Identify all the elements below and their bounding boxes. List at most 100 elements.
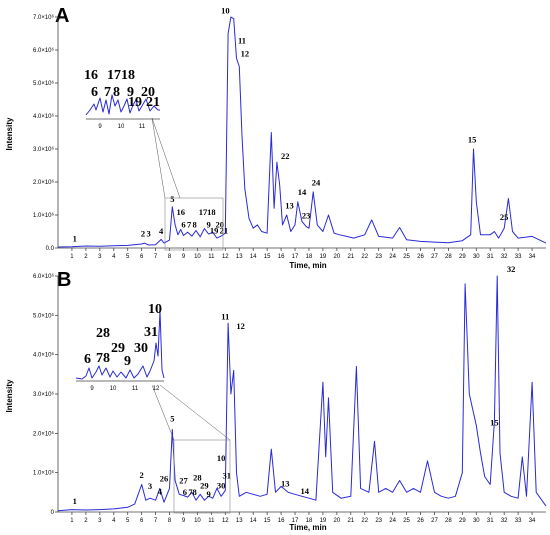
x-tick-label: 29 (459, 518, 466, 524)
zoom-connector-b (151, 384, 175, 441)
chromatogram-panel-b: B Intensity Time, min 0 1.0×10⁶ 2.0×10⁶ 3.0… (5, 264, 547, 532)
peak-label: 3 (148, 481, 152, 491)
peak-label: 8 (193, 487, 197, 497)
x-tick-label: 14 (250, 518, 257, 524)
zoom-connector-b (159, 384, 231, 441)
x-tick-label: 18 (306, 518, 313, 524)
peak-label: 11 (221, 311, 229, 321)
y-tick-label: 3.0×10⁶ (33, 146, 55, 153)
x-tick-label: 9 (182, 518, 186, 524)
peak-label: 16 (176, 207, 185, 217)
peak-label: 6 (183, 487, 187, 497)
peak-label: 22 (281, 151, 290, 161)
x-tick-label: 28 (445, 254, 452, 260)
x-tick-label: 5 (126, 254, 130, 260)
x-tick-label: 27 (431, 254, 438, 260)
peak-label: 8 (193, 220, 197, 230)
x-tick-label: 3 (98, 254, 102, 260)
y-tick-label: 4.0×10⁶ (33, 113, 55, 120)
x-tick-label: 34 (529, 254, 536, 260)
x-tick-label: 34 (529, 518, 536, 524)
inset-peak-label: 29 (111, 341, 125, 356)
y-tick-label: 6.0×10⁶ (33, 273, 55, 280)
trace-b (57, 275, 547, 512)
peak-label: 2 (140, 470, 144, 480)
y-tick-label: 1.0×10⁶ (33, 212, 55, 219)
inset-tick-label: 11 (139, 124, 146, 130)
peak-label: 5 (170, 414, 174, 424)
peak-label: 20 (215, 220, 224, 230)
y-tick-label: 4.0×10⁶ (33, 352, 55, 359)
inset-peak-label: 20 (141, 85, 155, 100)
x-tick-label: 2 (84, 254, 88, 260)
inset-tick-label: 12 (153, 386, 160, 392)
x-tick-label: 13 (236, 254, 243, 260)
peak-label: 29 (200, 480, 209, 490)
inset-peak-label: 30 (134, 341, 148, 356)
peak-label: 11 (238, 35, 246, 45)
peak-label: 14 (301, 486, 310, 496)
peak-label: 28 (193, 473, 202, 483)
x-tick-label: 33 (515, 518, 522, 524)
x-tick-label: 26 (417, 518, 424, 524)
x-tick-label: 3 (98, 518, 102, 524)
x-tick-label: 7 (154, 254, 158, 260)
x-tick-label: 21 (347, 518, 354, 524)
x-tick-label: 29 (459, 254, 466, 260)
y-tick-label: 2.0×10⁶ (33, 430, 55, 437)
x-tick-label: 20 (334, 518, 341, 524)
y-axis-title-a: Intensity (5, 117, 14, 150)
x-tick-label: 30 (473, 254, 480, 260)
x-tick-label: 31 (487, 518, 494, 524)
x-tick-label: 12 (222, 254, 229, 260)
peak-label: 13 (285, 200, 294, 210)
x-tick-label: 28 (445, 518, 452, 524)
peak-label: 4 (159, 226, 164, 236)
inset-peak-label: 6 (91, 85, 98, 100)
peak-label: 15 (490, 417, 499, 427)
zoom-box-b (173, 439, 231, 514)
inset-peak-label: 7 (96, 351, 103, 366)
y-tick-label: 5.0×10⁶ (33, 80, 55, 87)
trace-a (57, 16, 547, 248)
x-tick-label: 20 (334, 254, 341, 260)
inset-peak-label: 21 (146, 95, 160, 110)
zoom-connector-a (151, 117, 166, 199)
peak-label: 7 (188, 487, 193, 497)
x-tick-label: 8 (168, 518, 172, 524)
x-tick-label: 19 (320, 254, 327, 260)
x-tick-label: 22 (361, 254, 368, 260)
y-tick-label: 1.0×10⁶ (33, 470, 55, 477)
inset-peak-label: 16 (84, 68, 98, 83)
peak-label: 9 (206, 220, 210, 230)
peak-label: 7 (187, 220, 192, 230)
y-tick-label: 5.0×10⁶ (33, 312, 55, 319)
x-tick-label: 6 (140, 518, 144, 524)
peak-label: 9 (206, 489, 210, 499)
x-tick-label: 19 (320, 518, 327, 524)
y-tick-label: 7.0×10⁶ (33, 14, 55, 21)
inset-peak-label: 7 (104, 85, 111, 100)
inset-peak-label: 31 (144, 325, 158, 340)
x-tick-label: 33 (515, 254, 522, 260)
x-tick-label: 32 (501, 518, 508, 524)
inset-tick-label: 11 (132, 386, 139, 392)
panel-label-b: B (57, 269, 71, 291)
x-tick-label: 15 (264, 254, 271, 260)
x-axis-title-b: Time, min (289, 523, 326, 532)
peak-label: 30 (217, 480, 226, 490)
peak-label: 25 (500, 212, 509, 222)
peak-label: 4 (158, 486, 163, 496)
x-tick-label: 5 (126, 518, 130, 524)
y-tick-label: 3.0×10⁶ (33, 391, 55, 398)
inset-peak-label: 28 (96, 326, 110, 341)
x-tick-label: 31 (487, 254, 494, 260)
peak-label: 31 (222, 471, 231, 481)
peak-label: 10 (217, 453, 226, 463)
y-tick-label: 2.0×10⁶ (33, 179, 55, 186)
peak-label: 10 (221, 6, 230, 16)
peak-label: 1 (73, 233, 77, 243)
peak-label: 14 (298, 187, 307, 197)
y-axis-title-b: Intensity (5, 379, 14, 412)
x-tick-label: 21 (347, 254, 354, 260)
